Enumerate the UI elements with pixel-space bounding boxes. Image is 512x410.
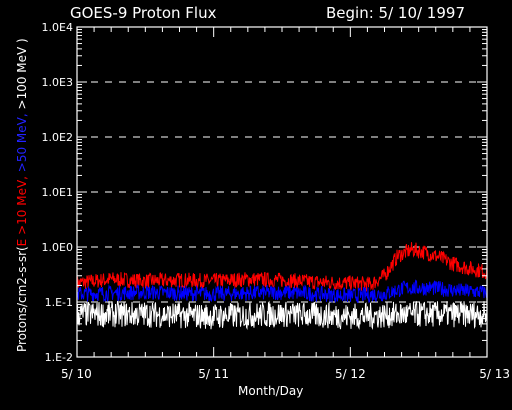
y-tick-label: 1.E-2 [45, 351, 73, 364]
y-tick-label: 1.0E4 [42, 21, 73, 34]
y-label-part-50mev: >50 MeV, [15, 109, 29, 173]
y-label-part-100mev: >100 MeV ) [15, 38, 29, 110]
chart-title: GOES-9 Proton Flux [70, 4, 217, 22]
y-tick-label: 1.0E1 [42, 186, 73, 199]
begin-date: Begin: 5/ 10/ 1997 [326, 4, 465, 22]
y-tick-label: 1.0E3 [42, 76, 73, 89]
y-tick-label: 1.E-1 [45, 296, 73, 309]
x-tick-label: 5/ 11 [198, 367, 229, 381]
y-label-part-10mev: E >10 MeV, [15, 172, 29, 247]
y-tick-label: 1.0E2 [42, 131, 73, 144]
x-tick-label: 5/ 10 [61, 367, 92, 381]
x-axis-label: Month/Day [238, 384, 304, 398]
y-label-part-prefix: Protons/cm2-s-sr( [15, 246, 29, 352]
x-tick-label: 5/ 13 [479, 367, 510, 381]
x-tick-label: 5/ 12 [335, 367, 366, 381]
series-line--50-mev [76, 279, 488, 304]
series-line--100-mev [76, 300, 488, 331]
y-tick-label: 1.0E0 [42, 241, 73, 254]
y-axis-label: Protons/cm2-s-sr(E >10 MeV, >50 MeV, >10… [15, 38, 29, 352]
series-line-e-10-mev [76, 242, 488, 292]
